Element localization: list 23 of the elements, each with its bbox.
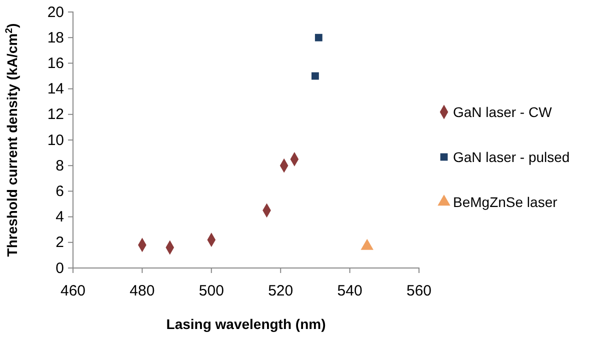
x-tick-label: 520 xyxy=(268,282,294,300)
x-tick-label: 480 xyxy=(130,282,155,300)
point xyxy=(311,72,319,80)
y-tick-label: 2 xyxy=(56,234,64,252)
y-tick-label: 14 xyxy=(47,80,64,98)
legend-label: GaN laser - CW xyxy=(453,104,553,120)
y-tick-label: 4 xyxy=(56,208,64,226)
y-tick-label: 20 xyxy=(47,4,64,21)
y-tick-label: 10 xyxy=(47,132,64,149)
y-tick-label: 18 xyxy=(47,29,64,46)
x-tick-label: 540 xyxy=(337,282,362,300)
x-tick-label: 500 xyxy=(198,282,224,300)
legend-label: BeMgZnSe laser xyxy=(453,194,558,210)
legend-label: GaN laser - pulsed xyxy=(453,149,570,165)
x-tick-label: 560 xyxy=(406,282,432,300)
y-tick-label: 12 xyxy=(47,106,64,124)
y-tick-label: 8 xyxy=(56,157,64,174)
y-tick-label: 6 xyxy=(56,183,64,200)
y-tick-label: 0 xyxy=(56,260,64,277)
x-tick-label: 460 xyxy=(60,282,86,300)
y-tick-label: 16 xyxy=(47,55,64,72)
x-axis-title: Lasing wavelength (nm) xyxy=(166,316,326,332)
point xyxy=(314,34,322,42)
